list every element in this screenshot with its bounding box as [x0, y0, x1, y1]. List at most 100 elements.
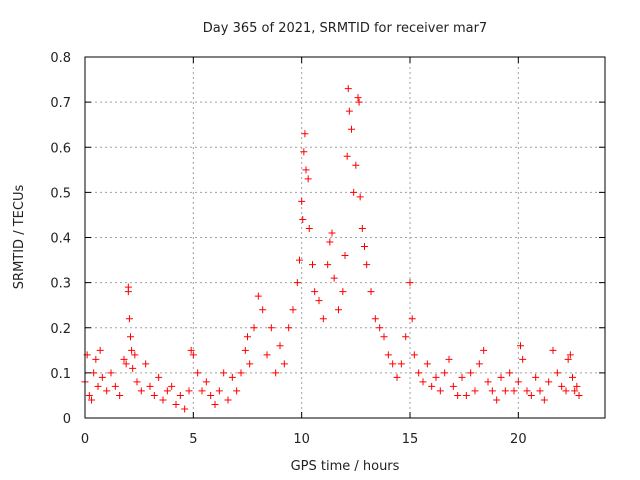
data-point	[345, 107, 353, 115]
data-point	[350, 188, 358, 196]
y-tick-label: 0.1	[50, 367, 71, 382]
data-point	[328, 229, 336, 237]
data-point	[376, 324, 384, 332]
data-point	[168, 382, 176, 390]
y-tick-label: 0.4	[50, 232, 71, 247]
data-point	[326, 238, 334, 246]
data-point	[304, 175, 312, 183]
data-point	[569, 373, 576, 381]
data-point	[410, 351, 418, 359]
data-point	[402, 333, 410, 341]
data-point	[181, 405, 189, 413]
data-point	[335, 306, 342, 314]
data-point	[94, 382, 102, 390]
data-point	[155, 373, 163, 381]
data-point	[241, 346, 249, 354]
data-point	[237, 369, 245, 377]
data-point	[92, 355, 100, 363]
data-point	[545, 378, 553, 386]
data-point	[244, 333, 251, 341]
data-point	[309, 261, 316, 269]
x-tick-label: 15	[402, 432, 419, 447]
y-axis-label: SRMTID / TECUs	[12, 185, 27, 290]
data-point	[514, 378, 522, 386]
data-point	[549, 346, 557, 354]
data-point	[324, 261, 332, 269]
data-point	[125, 315, 133, 323]
data-point	[536, 387, 544, 395]
data-point	[128, 346, 136, 354]
data-point	[462, 391, 470, 399]
data-point	[564, 355, 572, 363]
data-point	[116, 391, 124, 399]
data-point	[354, 94, 362, 102]
data-point	[198, 387, 206, 395]
data-point	[348, 125, 355, 133]
data-point	[397, 360, 405, 368]
data-point	[330, 274, 338, 282]
data-point	[532, 373, 540, 381]
data-point	[189, 351, 197, 359]
data-point	[558, 382, 566, 390]
data-point	[497, 373, 505, 381]
data-point	[367, 288, 375, 296]
y-tick-label: 0.6	[50, 141, 71, 156]
data-point	[299, 215, 307, 223]
data-point	[211, 400, 219, 408]
y-tick-label: 0.3	[50, 277, 71, 292]
data-point	[319, 315, 327, 323]
data-point	[224, 396, 232, 404]
y-tick-label: 0.7	[50, 96, 71, 111]
data-point	[540, 396, 548, 404]
data-point	[146, 382, 154, 390]
y-tick-label: 0.8	[50, 51, 71, 66]
data-point	[436, 387, 444, 395]
data-point	[361, 243, 368, 251]
data-point	[298, 197, 306, 205]
data-point	[575, 391, 583, 399]
data-point	[432, 373, 440, 381]
data-point	[553, 369, 561, 377]
data-point	[384, 351, 392, 359]
data-point	[573, 382, 581, 390]
data-point	[137, 387, 145, 395]
data-point	[415, 369, 423, 377]
data-point	[305, 224, 313, 232]
data-point	[103, 387, 111, 395]
data-point	[250, 324, 258, 332]
data-point	[315, 297, 323, 305]
y-tick-labels: 0 0.1 0.2 0.3 0.4 0.5 0.6 0.7 0.8	[50, 51, 71, 427]
data-point	[280, 360, 288, 368]
data-point	[194, 369, 202, 377]
data-point	[220, 369, 228, 377]
x-tick-label: 0	[81, 432, 89, 447]
data-point	[228, 373, 236, 381]
data-point	[296, 256, 303, 264]
tick-marks	[84, 56, 605, 419]
data-point	[300, 148, 308, 156]
data-point	[449, 382, 457, 390]
data-point	[276, 342, 284, 350]
data-point	[389, 360, 397, 368]
data-point	[122, 360, 130, 368]
data-point	[176, 391, 184, 399]
data-point	[423, 360, 431, 368]
data-point	[259, 306, 267, 314]
data-point	[293, 279, 301, 287]
data-point	[480, 346, 488, 354]
data-point	[356, 193, 364, 201]
data-point	[566, 351, 574, 359]
data-point	[159, 396, 167, 404]
data-point	[355, 98, 363, 106]
data-point	[484, 378, 492, 386]
data-point	[120, 355, 128, 363]
data-point	[393, 373, 401, 381]
data-point	[127, 333, 134, 341]
data-point	[254, 292, 262, 300]
data-point	[111, 382, 119, 390]
data-point	[358, 224, 366, 232]
data-point	[517, 342, 524, 350]
data-point	[343, 152, 351, 160]
data-point	[150, 391, 158, 399]
